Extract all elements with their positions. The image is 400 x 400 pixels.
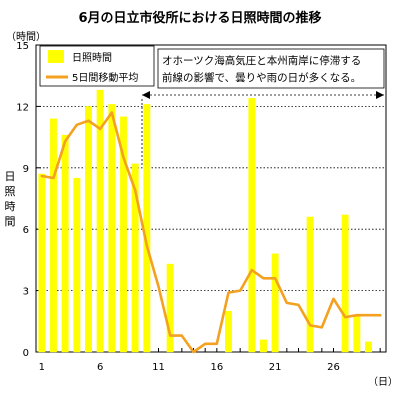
y-axis-label-char: 間 xyxy=(5,215,16,228)
sunshine-bar xyxy=(143,104,151,353)
y-tick-label: 0 xyxy=(23,348,29,359)
sunshine-bar xyxy=(96,89,104,353)
y-axis-label-char: 時 xyxy=(5,200,16,213)
sunshine-bar xyxy=(85,106,92,353)
sunshine-bar xyxy=(166,263,174,353)
bracket-arrow-right xyxy=(376,91,384,99)
y-tick-label: 6 xyxy=(23,225,29,236)
y-tick-label: 12 xyxy=(16,102,29,113)
annotation-box xyxy=(157,48,385,89)
sunshine-bar xyxy=(353,315,361,353)
sunshine-bar xyxy=(73,177,81,353)
x-tick-label: 21 xyxy=(269,362,282,373)
y-axis-ticks: 0 3 6 9 12 15 xyxy=(16,41,41,359)
x-tick-label: 16 xyxy=(210,362,223,373)
sunshine-bar xyxy=(38,173,46,353)
chart-title: 6月の日立市役所における日照時間の推移 xyxy=(78,10,321,26)
sunshine-bar xyxy=(271,253,279,353)
y-tick-label: 9 xyxy=(23,164,29,175)
legend-line-label: 5日間移動平均 xyxy=(72,71,138,84)
sunshine-bar xyxy=(225,310,232,353)
bracket-arrow-left xyxy=(142,91,150,99)
sunshine-bar xyxy=(365,341,372,353)
annotation-line-2: 前線の影響で、曇りや雨の日が多くなる。 xyxy=(162,71,361,84)
sunshine-bar xyxy=(306,216,314,353)
x-tick-label: 6 xyxy=(97,362,103,373)
legend-bar-label: 日照時間 xyxy=(72,52,112,64)
bar-series xyxy=(38,89,372,353)
grid-lines xyxy=(36,106,386,292)
sunshine-bar xyxy=(248,98,256,353)
x-tick-label: 11 xyxy=(152,362,165,373)
x-tick-label: 26 xyxy=(327,362,340,373)
sunshine-bar xyxy=(61,134,69,353)
x-axis-unit: （日） xyxy=(368,376,398,388)
annotation: オホーツク海高気圧と本州南岸に停滞する 前線の影響で、曇りや雨の日が多くなる。 xyxy=(157,48,385,89)
sunshine-bar xyxy=(131,163,139,353)
sunshine-bar xyxy=(120,116,127,353)
annotation-bracket xyxy=(141,91,384,165)
sunshine-bar xyxy=(260,339,267,353)
plot-frame xyxy=(35,44,387,353)
x-tick-label: 1 xyxy=(39,362,45,373)
y-axis-unit: （時間） xyxy=(6,31,46,43)
legend: 日照時間 5日間移動平均 xyxy=(39,45,155,87)
annotation-line-1: オホーツク海高気圧と本州南岸に停滞する xyxy=(162,54,361,67)
sunshine-bar xyxy=(341,214,349,353)
sunshine-bar xyxy=(50,118,57,353)
moving-average-line xyxy=(40,111,382,354)
sunshine-bar xyxy=(108,104,116,353)
y-axis-label: 日照時間 xyxy=(5,170,16,228)
y-axis-label-char: 照 xyxy=(5,185,16,198)
line-series xyxy=(40,111,382,354)
legend-bar-swatch xyxy=(48,50,64,63)
y-tick-label: 15 xyxy=(16,41,29,52)
y-axis-label-char: 日 xyxy=(5,170,16,183)
y-tick-label: 3 xyxy=(23,287,29,298)
